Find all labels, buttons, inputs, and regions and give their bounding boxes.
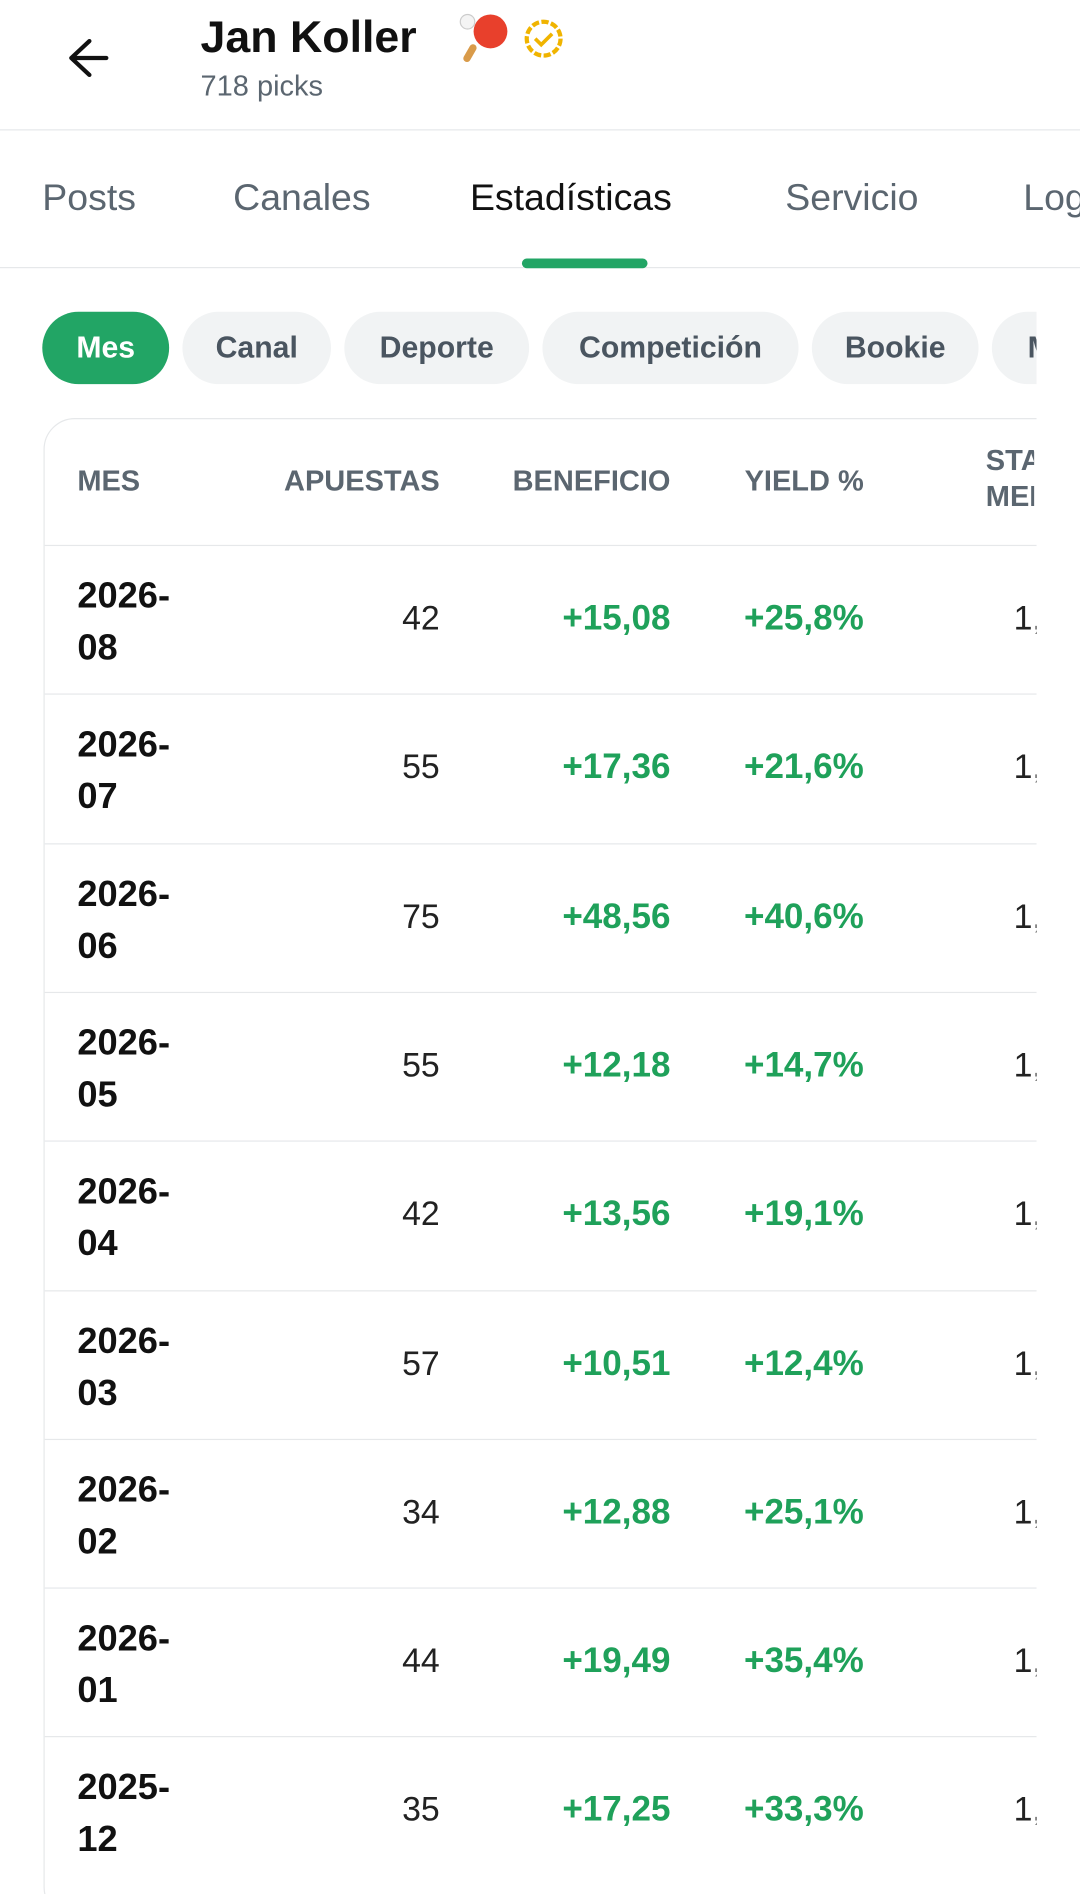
month: 2026-06: [77, 874, 171, 966]
bets: 34: [402, 1492, 440, 1531]
column-header: STAKE MEDIO: [985, 444, 1034, 514]
yield: +14,7%: [743, 1046, 864, 1085]
filter-chip[interactable]: Deporte: [344, 311, 530, 385]
month: 2026-01: [77, 1618, 171, 1711]
bets: 35: [402, 1790, 440, 1829]
stake: 1,: [1013, 1195, 1038, 1233]
table-row[interactable]: 2026-07 55 +17,36 +21,6% 1,: [44, 693, 1080, 844]
sport-icon: [459, 13, 508, 63]
month: 2026-03: [77, 1321, 171, 1413]
header: [0, 0, 1080, 131]
month: 2026-08: [77, 576, 171, 669]
active-tab-indicator: [521, 258, 648, 269]
filter-chip[interactable]: Bookie: [811, 311, 979, 385]
bets: 44: [402, 1641, 440, 1680]
profit: +10,51: [562, 1344, 671, 1383]
profit: +17,36: [562, 748, 671, 787]
table-row[interactable]: 2026-04 42 +13,56 +19,1% 1,: [44, 1140, 1080, 1291]
clip-edge: [1036, 398, 1080, 1894]
month: 2026-02: [77, 1470, 171, 1562]
column-header: BENEFICIO: [512, 465, 671, 498]
table-row[interactable]: 2026-05 55 +12,18 +14,7% 1,: [44, 991, 1080, 1142]
profit: +13,56: [562, 1195, 671, 1234]
bets: 57: [402, 1344, 440, 1382]
month: 2026-04: [77, 1172, 171, 1264]
filter-chip[interactable]: M: [991, 311, 1037, 385]
bets: 55: [402, 1046, 440, 1084]
profit: +15,08: [562, 599, 671, 638]
yield: +35,4%: [743, 1641, 864, 1681]
profit: +48,56: [562, 897, 671, 936]
stake: 1,: [1013, 1046, 1038, 1084]
bets: 55: [402, 748, 440, 786]
profit: +17,25: [562, 1790, 671, 1830]
bets: 42: [402, 599, 440, 637]
stake: 1,: [1013, 1641, 1038, 1680]
column-header: YIELD %: [744, 465, 864, 498]
table-row[interactable]: 2025-12 35 +17,25 +33,3% 1,: [44, 1736, 1080, 1887]
filter-chip[interactable]: Mes: [42, 311, 170, 385]
yield: +12,4%: [743, 1344, 864, 1383]
month: 2026-05: [77, 1023, 171, 1115]
bets: 75: [402, 897, 440, 935]
filter-chip[interactable]: Competición: [542, 311, 799, 385]
tab[interactable]: Estadísticas: [469, 176, 672, 219]
stake: 1,: [1013, 1790, 1038, 1829]
column-header: MES: [77, 465, 141, 498]
profit: +12,88: [562, 1492, 671, 1532]
yield: +21,6%: [743, 748, 864, 787]
profile-name: Jan Koller: [200, 12, 417, 62]
stake: 1,: [1013, 748, 1038, 786]
yield: +25,8%: [743, 599, 864, 638]
table-row[interactable]: 2026-08 42 +15,08 +25,8% 1,: [44, 544, 1080, 695]
table-row[interactable]: 2026-01 44 +19,49 +35,4% 1,: [44, 1587, 1080, 1738]
verified-badge: [524, 19, 563, 58]
yield: +19,1%: [743, 1195, 864, 1234]
profit: +19,49: [562, 1641, 671, 1681]
table-row[interactable]: 2026-03 57 +10,51 +12,4% 1,: [44, 1289, 1080, 1440]
table-row[interactable]: 2026-06 75 +48,56 +40,6% 1,: [44, 842, 1080, 993]
stats-table: MES APUESTAS BENEFICIO YIELD % STAKE MEDIO 20…: [43, 418, 1080, 1894]
column-header: APUESTAS: [284, 465, 440, 498]
profit: +12,18: [562, 1046, 671, 1085]
month: 2026-07: [77, 725, 171, 818]
stake: 1,: [1013, 1492, 1038, 1531]
stake: 1,: [1013, 1344, 1038, 1382]
tab[interactable]: Posts: [42, 176, 136, 219]
month: 2025-12: [77, 1767, 171, 1860]
tab[interactable]: Log: [1023, 176, 1080, 219]
tab[interactable]: Canales: [233, 176, 371, 219]
yield: +33,3%: [743, 1790, 864, 1830]
stake: 1,: [1013, 897, 1038, 935]
back-button[interactable]: [65, 36, 111, 79]
filter-chip[interactable]: Canal: [182, 311, 332, 385]
bets: 42: [402, 1195, 440, 1233]
yield: +25,1%: [743, 1492, 864, 1532]
tab[interactable]: Servicio: [785, 176, 919, 219]
table-row[interactable]: 2026-02 34 +12,88 +25,1% 1,: [44, 1438, 1080, 1589]
yield: +40,6%: [743, 897, 864, 936]
stake: 1,: [1013, 599, 1038, 637]
profile-subtitle: 718 picks: [200, 70, 324, 103]
